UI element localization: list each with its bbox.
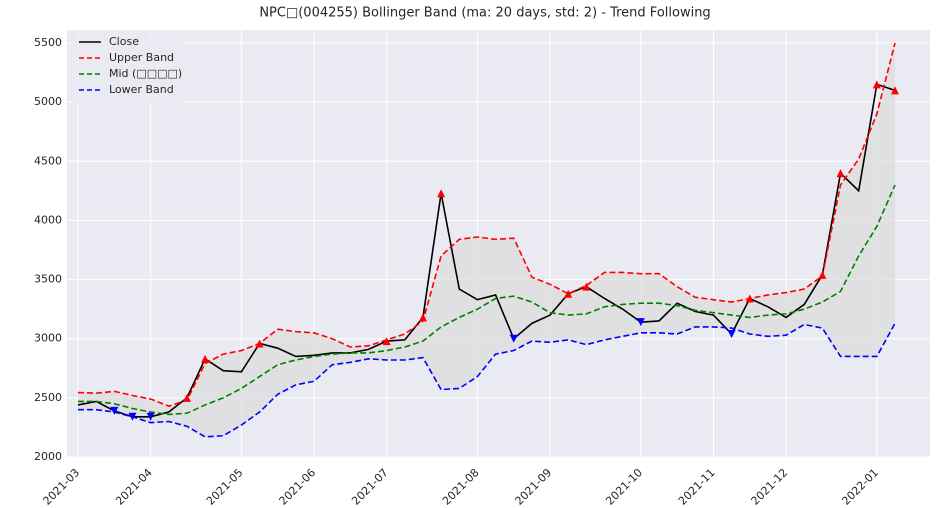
x-tick-label: 2021-03 — [41, 466, 83, 508]
y-tick-label: 4500 — [34, 154, 62, 167]
y-tick-label: 2000 — [34, 450, 62, 463]
signal-marker — [564, 289, 573, 298]
x-tick-label: 2021-05 — [204, 466, 246, 508]
legend-label: Lower Band — [109, 83, 174, 96]
series-line — [78, 322, 896, 438]
signal-marker — [110, 406, 119, 415]
signal-marker — [437, 189, 446, 198]
x-tick-label: 2021-08 — [440, 466, 482, 508]
x-tick-label: 2021-06 — [277, 466, 319, 508]
legend: Close Upper Band Mid (□□□□) Lower Band — [73, 34, 183, 104]
y-tick-label: 3500 — [34, 273, 62, 286]
y-tick-label: 5500 — [34, 36, 62, 49]
y-tick-label: 4000 — [34, 213, 62, 226]
signal-marker — [727, 329, 736, 338]
legend-label: Upper Band — [109, 51, 174, 64]
signal-marker — [382, 337, 391, 346]
signal-marker — [146, 412, 155, 421]
signal-marker — [818, 270, 827, 279]
x-tick-label: 2022-01 — [839, 466, 881, 508]
legend-box — [73, 34, 183, 104]
x-tick-label: 2021-10 — [603, 466, 645, 508]
x-tick-label: 2021-12 — [749, 466, 791, 508]
signal-marker — [745, 294, 754, 303]
signal-marker — [582, 282, 591, 291]
y-tick-label: 3000 — [34, 332, 62, 345]
signal-marker — [891, 86, 899, 95]
signal-marker — [128, 412, 137, 421]
signal-marker — [836, 169, 845, 178]
signal-marker — [418, 313, 427, 322]
signal-marker — [201, 354, 210, 363]
x-tick-label: 2021-04 — [113, 466, 155, 508]
series-line — [77, 83, 896, 418]
signal-marker — [255, 339, 264, 348]
series-line — [77, 42, 896, 407]
signal-marker — [636, 318, 645, 327]
legend-label: Close — [109, 35, 139, 48]
chart-title: NPC□(004255) Bollinger Band (ma: 20 days… — [259, 6, 710, 21]
signal-marker — [872, 80, 881, 89]
band-fill — [78, 43, 895, 437]
x-tick-label: 2021-11 — [676, 466, 718, 508]
x-tick-label: 2021-07 — [349, 466, 391, 508]
y-tick-label: 5000 — [34, 95, 62, 108]
series-line — [78, 184, 896, 416]
x-tick-label: 2021-09 — [513, 466, 555, 508]
y-tick-label: 2500 — [34, 391, 62, 404]
signal-marker — [182, 393, 191, 402]
signal-marker — [509, 334, 518, 343]
legend-label: Mid (□□□□) — [109, 67, 182, 80]
